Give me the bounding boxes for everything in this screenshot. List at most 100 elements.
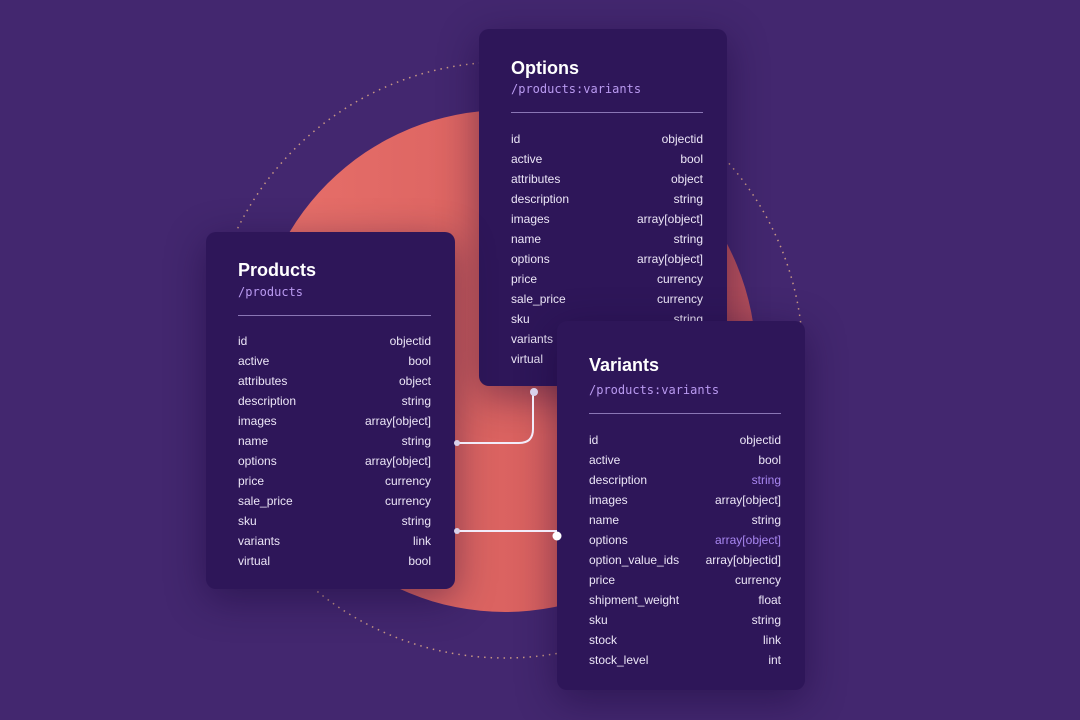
- field-row: active bool: [511, 149, 703, 169]
- field-row: variants link: [238, 531, 431, 551]
- field-type: int: [768, 653, 781, 667]
- field-row: description string: [589, 470, 781, 490]
- field-name: description: [238, 394, 297, 408]
- field-name: options: [511, 252, 550, 266]
- field-row: variants: [511, 329, 703, 349]
- field-name: stock_level: [589, 653, 649, 667]
- field-name: virtual: [511, 352, 544, 366]
- field-type: string: [673, 232, 703, 246]
- field-name: options: [589, 533, 628, 547]
- field-name: name: [238, 434, 269, 448]
- field-type: string: [401, 434, 431, 448]
- field-name: images: [589, 493, 628, 507]
- field-name: sale_price: [238, 494, 293, 508]
- field-row: id objectid: [238, 331, 431, 351]
- field-row: attributes object: [238, 371, 431, 391]
- table-card-products[interactable]: Products /products id objectid active bool a…: [206, 232, 455, 589]
- field-name: images: [511, 212, 550, 226]
- field-row: virtual: [511, 349, 703, 369]
- field-name: variants: [511, 332, 554, 346]
- field-row: name string: [511, 229, 703, 249]
- field-name: sale_price: [511, 292, 566, 306]
- field-type: currency: [734, 573, 781, 587]
- field-type: currency: [384, 494, 431, 508]
- field-row: name string: [238, 431, 431, 451]
- field-type: string: [751, 473, 781, 487]
- field-type: array[object]: [714, 533, 781, 547]
- field-row: price currency: [511, 269, 703, 289]
- field-name: description: [589, 473, 648, 487]
- field-name: id: [511, 132, 521, 146]
- field-name: active: [589, 453, 621, 467]
- field-type: string: [751, 613, 781, 627]
- field-type: array[object]: [636, 252, 703, 266]
- table-path: /products:variants: [511, 82, 642, 96]
- table-title: Variants: [589, 355, 660, 375]
- field-list: id objectid active bool description string ima…: [589, 430, 781, 670]
- field-row: stock link: [589, 630, 781, 650]
- field-row: sku string: [589, 610, 781, 630]
- divider: [238, 315, 431, 316]
- field-name: virtual: [238, 554, 271, 568]
- field-row: options array[object]: [511, 249, 703, 269]
- field-name: options: [238, 454, 277, 468]
- field-row: id objectid: [511, 129, 703, 149]
- field-type: array[object]: [714, 493, 781, 507]
- field-type: object: [670, 172, 703, 186]
- field-name: option_value_ids: [589, 553, 680, 567]
- field-name: id: [589, 433, 599, 447]
- field-type: bool: [408, 554, 431, 568]
- field-type: object: [398, 374, 431, 388]
- field-row: sale_price currency: [511, 289, 703, 309]
- field-row: price currency: [589, 570, 781, 590]
- field-row: option_value_ids array[objectid]: [589, 550, 781, 570]
- field-row: images array[object]: [511, 209, 703, 229]
- field-type: objectid: [661, 132, 703, 146]
- field-name: attributes: [511, 172, 561, 186]
- table-card-variants[interactable]: Variants /products:variants id objectid ac…: [557, 321, 805, 690]
- field-row: description string: [511, 189, 703, 209]
- field-name: name: [589, 513, 620, 527]
- field-type: string: [751, 513, 781, 527]
- field-name: price: [238, 474, 265, 488]
- field-name: sku: [589, 613, 608, 627]
- field-row: sku string: [238, 511, 431, 531]
- field-type: link: [762, 633, 781, 647]
- field-type: array[object]: [364, 414, 431, 428]
- divider: [589, 413, 781, 414]
- field-name: variants: [238, 534, 281, 548]
- divider: [511, 112, 703, 113]
- field-name: active: [511, 152, 543, 166]
- field-name: sku: [238, 514, 257, 528]
- field-name: stock: [589, 633, 618, 647]
- field-type: array[object]: [364, 454, 431, 468]
- field-row: attributes object: [511, 169, 703, 189]
- field-type: link: [412, 534, 431, 548]
- field-name: description: [511, 192, 570, 206]
- table-title: Products: [238, 260, 317, 280]
- field-row: images array[object]: [589, 490, 781, 510]
- field-row: active bool: [238, 351, 431, 371]
- field-type: float: [758, 593, 781, 607]
- field-row: options array[object]: [589, 530, 781, 550]
- field-row: stock_level int: [589, 650, 781, 670]
- field-type: bool: [680, 152, 703, 166]
- field-name: shipment_weight: [589, 593, 680, 607]
- field-row: active bool: [589, 450, 781, 470]
- field-name: attributes: [238, 374, 288, 388]
- field-type: currency: [656, 272, 703, 286]
- field-row: id objectid: [589, 430, 781, 450]
- field-name: images: [238, 414, 277, 428]
- field-row: shipment_weight float: [589, 590, 781, 610]
- field-list: id objectid active bool attributes object desc…: [238, 331, 431, 571]
- field-name: active: [238, 354, 270, 368]
- field-type: array[object]: [636, 212, 703, 226]
- field-list: id objectid active bool attributes object desc…: [511, 129, 703, 369]
- field-type: objectid: [389, 334, 431, 348]
- field-name: price: [589, 573, 616, 587]
- field-type: objectid: [739, 433, 781, 447]
- field-row: options array[object]: [238, 451, 431, 471]
- field-type: string: [401, 394, 431, 408]
- field-type: array[objectid]: [705, 553, 781, 567]
- field-name: id: [238, 334, 248, 348]
